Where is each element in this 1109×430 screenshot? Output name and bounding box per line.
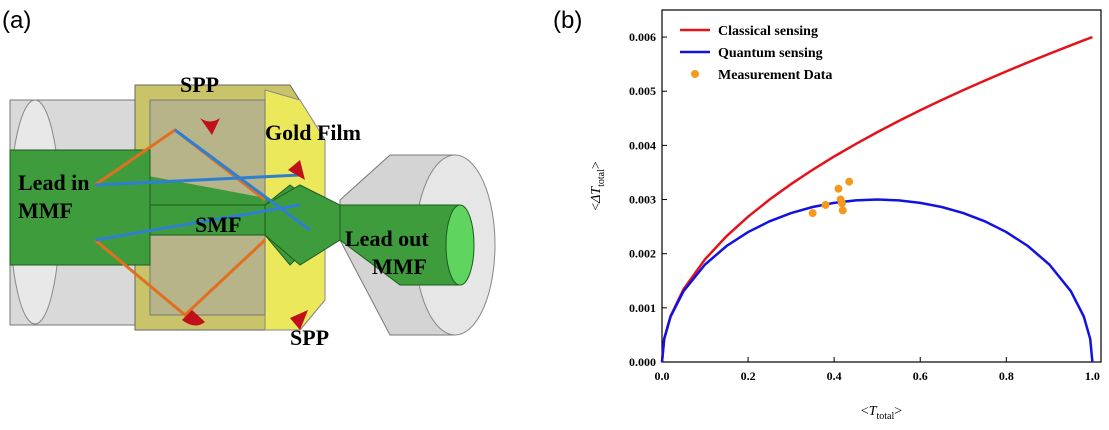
legend-marker (691, 70, 699, 78)
diagram-label: SMF (195, 212, 241, 237)
line (660, 198, 1094, 363)
diagram-label: Gold Film (265, 120, 361, 145)
y-tick-label: 0.006 (629, 30, 656, 44)
diagram (9, 84, 496, 336)
data-point (821, 200, 830, 209)
legend-label: Measurement Data (718, 68, 832, 83)
y-tick-label: 0.005 (629, 84, 656, 98)
data-point (837, 199, 846, 208)
x-tick-label: 0.8 (999, 369, 1014, 383)
x-tick-label: 0.6 (913, 369, 928, 383)
panel-label: (b) (553, 7, 582, 34)
y-axis-label-part: ΔT (589, 186, 604, 204)
x-tick-label: 0.2 (741, 369, 756, 383)
x-axis-label-part: > (894, 404, 902, 419)
x-axis-label: <Ttotal> (861, 404, 902, 422)
y-tick-label: 0.003 (629, 193, 656, 207)
line (660, 35, 1093, 363)
y-tick-label: 0.000 (629, 355, 656, 369)
legend-label: Classical sensing (718, 24, 818, 39)
diagram-label: Lead out (345, 226, 429, 251)
y-axis-label-part: < (589, 203, 604, 211)
x-axis-label-part: T (869, 404, 878, 419)
panel-label: (a) (2, 7, 31, 34)
y-tick-label: 0.002 (629, 247, 656, 261)
x-tick-label: 0.4 (827, 369, 842, 383)
diagram-label: Lead in (18, 170, 90, 195)
x-tick-label: 0.0 (655, 369, 670, 383)
y-axis-label: <ΔTtotal> (589, 161, 607, 211)
diagram-label: SPP (290, 325, 329, 350)
diagram-label: MMF (372, 254, 427, 279)
legend-label: Quantum sensing (718, 46, 823, 61)
data-point (834, 184, 843, 193)
data-point (808, 209, 817, 218)
y-axis-label-part: > (589, 161, 604, 169)
diagram-label: SPP (180, 72, 219, 97)
y-tick-label: 0.001 (629, 301, 656, 315)
x-axis-label-part: < (861, 404, 869, 419)
x-tick-label: 1.0 (1085, 369, 1100, 383)
plot-frame (661, 9, 1102, 363)
chart: 0.0 0.2 0.4 0.6 0.8 1.0 0.000 0.001 0.002 0.003 0.… (589, 9, 1102, 422)
data-point (845, 177, 854, 186)
y-axis-label-part: total (596, 169, 607, 187)
diagram-label: MMF (18, 198, 73, 223)
data-point (838, 206, 847, 215)
x-axis-label-part: total (877, 411, 895, 422)
y-tick-label: 0.004 (629, 138, 656, 152)
